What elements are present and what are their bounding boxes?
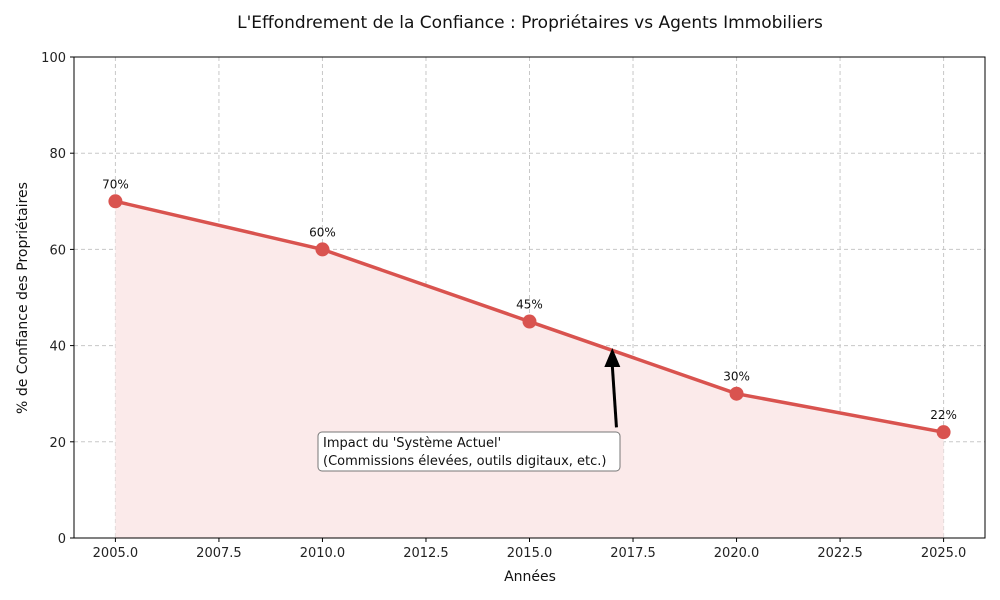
data-label: 70% [102,177,129,191]
axis-ticks: 2005.0 2007.5 2010.0 2012.5 2015.0 2017.5 2020… [41,51,966,561]
annotation-line-2: (Commissions élevées, outils digitaux, e… [323,454,607,469]
y-tick-label: 20 [49,436,66,451]
x-tick-label: 2025.0 [921,546,967,561]
annotation-line-1: Impact du 'Système Actuel' [323,436,501,451]
annotation-arrow-head [604,348,621,368]
x-tick-label: 2022.5 [817,546,863,561]
x-tick-label: 2017.5 [610,546,656,561]
annotation-box [317,431,621,472]
data-label: 22% [930,408,957,422]
x-tick-label: 2020.0 [714,546,760,561]
x-tick-label: 2005.0 [93,546,139,561]
data-point [936,425,951,440]
y-tick-label: 80 [49,147,66,162]
data-label: 30% [723,370,750,384]
y-axis-label: % de Confiance des Propriétaires [15,182,31,414]
y-tick-label: 60 [49,243,66,258]
data-point [108,194,123,209]
x-tick-label: 2015.0 [507,546,553,561]
data-points: 70% 60% 45% 30% 22% [102,177,957,440]
y-tick-label: 40 [49,340,66,355]
x-tick-label: 2012.5 [403,546,449,561]
data-label: 60% [309,225,336,239]
annotation-arrow-shaft [610,365,618,428]
x-tick-label: 2010.0 [300,546,346,561]
chart-title: L'Effondrement de la Confiance : Proprié… [237,13,823,33]
data-point [522,314,537,329]
data-label: 45% [516,298,543,312]
data-point [729,386,744,401]
data-point [315,242,330,257]
y-tick-label: 100 [41,51,66,66]
x-axis-label: Années [504,569,556,585]
y-tick-label: 0 [58,532,66,547]
area-fill [115,201,944,539]
x-tick-label: 2007.5 [196,546,242,561]
annotation: Impact du 'Système Actuel' (Commissions … [317,348,621,472]
